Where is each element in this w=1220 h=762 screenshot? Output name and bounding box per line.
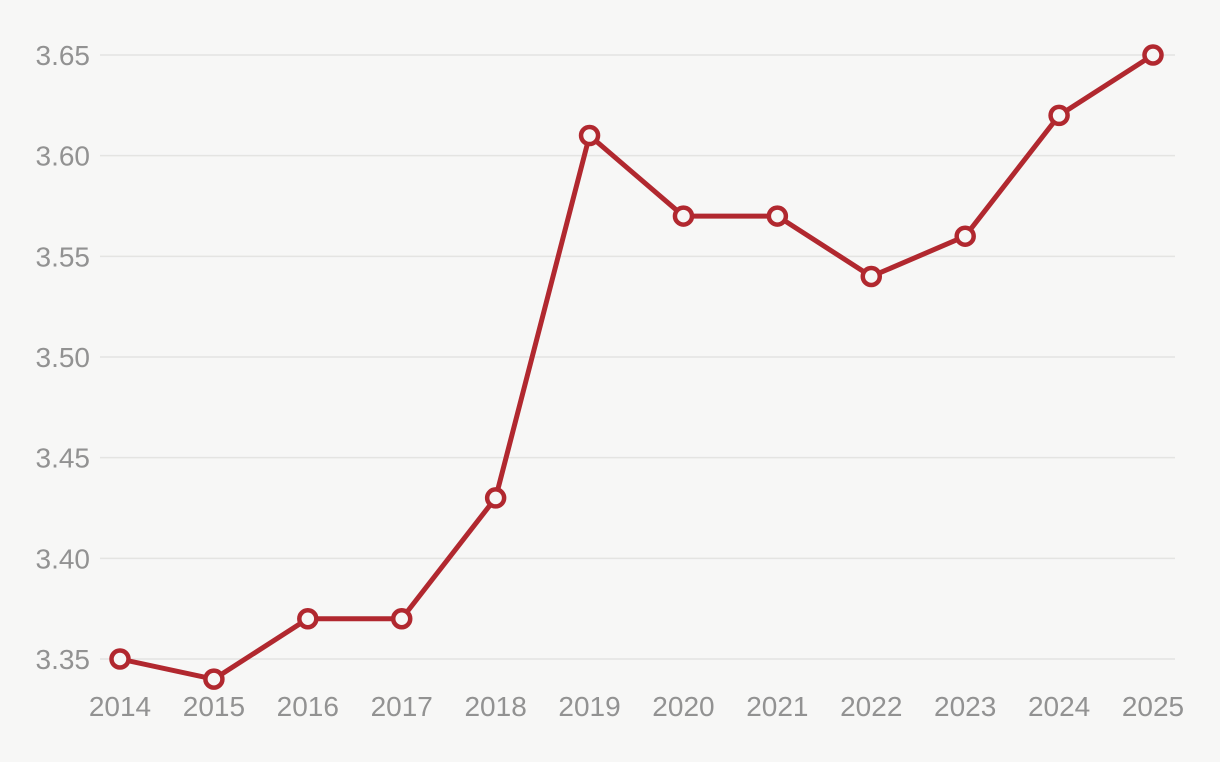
data-point-marker xyxy=(860,265,883,288)
y-axis-tick-label: 3.60 xyxy=(36,141,91,172)
data-point-marker xyxy=(672,205,695,227)
x-axis-tick-label: 2022 xyxy=(840,691,902,722)
data-point-marker xyxy=(297,607,319,630)
x-axis-tick-label: 2021 xyxy=(746,691,808,722)
x-axis-tick-label: 2018 xyxy=(464,691,526,722)
x-axis-tick-label: 2016 xyxy=(277,691,339,722)
y-axis-tick-label: 3.50 xyxy=(36,342,91,373)
data-point-marker xyxy=(203,668,225,690)
x-axis-tick-label: 2017 xyxy=(371,691,433,722)
x-axis-tick-label: 2020 xyxy=(652,691,714,722)
data-point-marker xyxy=(109,648,131,670)
x-axis-tick-label: 2025 xyxy=(1122,691,1184,722)
x-axis-tick-label: 2019 xyxy=(558,691,620,722)
series-line xyxy=(117,52,1156,682)
x-axis-tick-label: 2015 xyxy=(183,691,245,722)
data-point-marker xyxy=(484,487,507,509)
y-axis-tick-label: 3.65 xyxy=(36,40,91,71)
y-axis-tick-label: 3.45 xyxy=(36,443,91,474)
x-axis-tick-label: 2014 xyxy=(89,691,151,722)
data-point-marker xyxy=(578,124,601,147)
data-point-marker xyxy=(766,205,789,227)
data-point-marker xyxy=(1048,104,1070,127)
y-axis-tick-label: 3.40 xyxy=(36,543,91,574)
x-axis-tick-label: 2023 xyxy=(934,691,996,722)
data-point-marker xyxy=(954,225,976,247)
data-point-marker xyxy=(390,607,413,630)
x-axis-tick-label: 2024 xyxy=(1028,691,1090,722)
y-axis-tick-label: 3.35 xyxy=(36,644,91,675)
y-axis-tick-label: 3.55 xyxy=(36,241,91,272)
data-point-marker xyxy=(1142,44,1164,66)
